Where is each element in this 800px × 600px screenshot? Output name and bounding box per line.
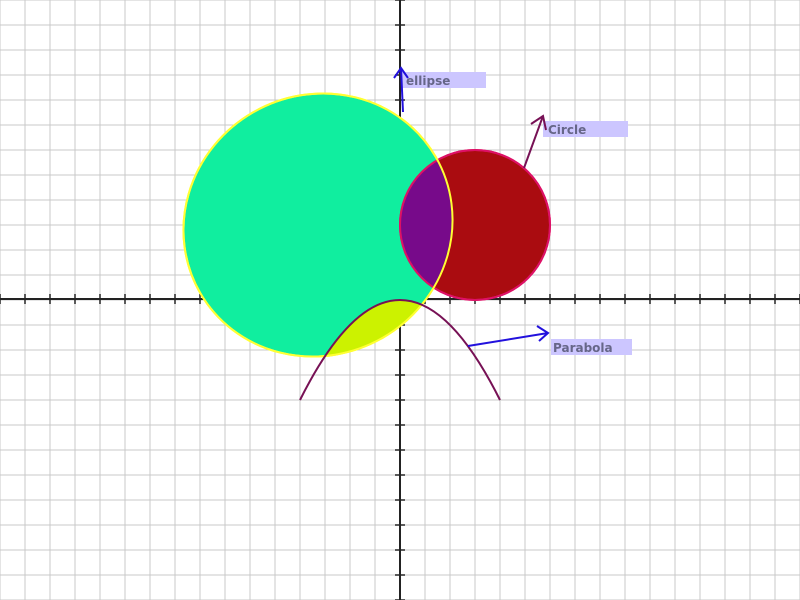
circle-label: Circle [543,121,628,137]
ellipse-label: ellipse [402,72,486,88]
ellipse-arrow [393,66,409,113]
ellipse-label-background [402,72,486,88]
parabola-label: Parabola [551,339,632,355]
parabola-curve [299,299,501,401]
ellipse-outline [182,92,454,358]
circle-label-background [543,121,628,137]
parabola-label-text: Parabola [553,341,613,355]
ellipse-label-text: ellipse [406,74,450,88]
parabola-arrow [467,325,550,347]
circle-arrow [523,114,547,169]
circle-outline [399,149,551,301]
parabola-label-background [551,339,632,355]
circle-label-text: Circle [548,123,586,137]
